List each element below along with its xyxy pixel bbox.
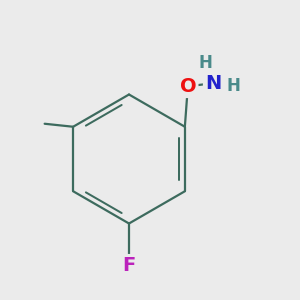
Text: H: H [227,77,241,95]
Text: O: O [179,77,196,96]
Text: F: F [122,256,136,275]
Text: N: N [205,74,221,93]
Text: H: H [199,54,213,72]
